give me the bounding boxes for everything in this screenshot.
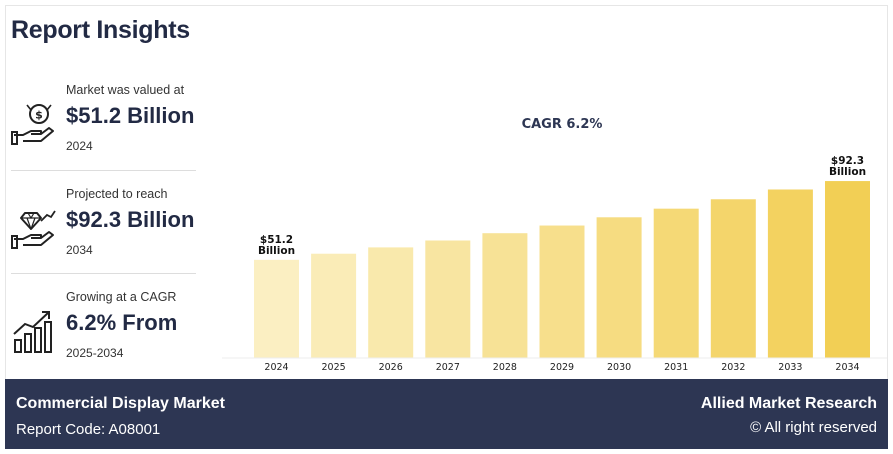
stat-year: 2024: [66, 139, 93, 153]
footer: Commercial Display Market Report Code: A…: [5, 379, 888, 449]
x-tick-label: 2030: [607, 362, 631, 373]
x-tick-label: 2026: [379, 362, 403, 373]
divider: [11, 170, 196, 171]
x-tick-label: 2033: [778, 362, 802, 373]
divider: [11, 273, 196, 274]
chart-svg: CAGR 6.2% 2024 2025 2026 2027 2028 2029 2030 20…: [222, 117, 887, 373]
stat-year: 2025-2034: [66, 346, 124, 360]
stat-market-value: $ Market was valued at $51.2 Billion 202…: [11, 83, 201, 183]
money-hand-icon: $: [11, 104, 54, 145]
data-label-2024: Billion: [258, 245, 295, 257]
x-tick-label: 2028: [493, 362, 517, 373]
stat-label: Projected to reach: [66, 187, 168, 201]
x-tick-label: 2029: [550, 362, 574, 373]
copyright: © All right reserved: [750, 419, 877, 436]
svg-text:$: $: [35, 109, 43, 122]
stat-year: 2034: [66, 243, 93, 257]
stat-label: Market was valued at: [66, 83, 185, 97]
stat-projected-value: Projected to reach $92.3 Billion 2034: [11, 187, 201, 287]
growth-chart-icon: [13, 311, 52, 353]
x-tick-label: 2024: [264, 362, 288, 373]
brand-name: Allied Market Research: [700, 395, 877, 412]
data-label-2034: Billion: [829, 166, 866, 178]
bar-2024: [254, 259, 299, 358]
x-tick-label: 2032: [721, 362, 745, 373]
bar-2026: [368, 247, 414, 358]
stat-value: $92.3 Billion: [66, 207, 195, 232]
bar-2029: [539, 225, 585, 358]
x-tick-label: 2031: [664, 362, 688, 373]
stat-value: 6.2% From: [66, 310, 178, 335]
bar-2032: [710, 199, 756, 358]
report-code: Report Code: A08001: [16, 421, 161, 438]
page-title: Report Insights: [11, 16, 190, 44]
data-label-2034: $92.3: [831, 155, 864, 167]
bar-2030: [596, 217, 642, 358]
bar-2031: [653, 208, 699, 358]
market-name: Commercial Display Market: [16, 395, 225, 412]
chart-title: CAGR 6.2%: [522, 117, 603, 132]
x-tick-label: 2027: [436, 362, 460, 373]
bar-chart: CAGR 6.2% 2024 2025 2026 2027 2028 2029 2030 20…: [217, 100, 887, 375]
diamond-hand-icon: [11, 210, 56, 249]
bar-2025: [311, 253, 357, 358]
bar-2034: [825, 181, 870, 358]
bar-2028: [482, 233, 528, 358]
x-tick-label: 2025: [322, 362, 346, 373]
data-label-2024: $51.2: [260, 234, 293, 246]
stat-value: $51.2 Billion: [66, 103, 195, 128]
bar-2033: [767, 189, 813, 358]
x-tick-label: 2034: [835, 362, 859, 373]
stat-cagr: Growing at a CAGR 6.2% From 2025-2034: [11, 290, 201, 390]
bar-2027: [425, 240, 471, 358]
stat-label: Growing at a CAGR: [66, 290, 177, 304]
